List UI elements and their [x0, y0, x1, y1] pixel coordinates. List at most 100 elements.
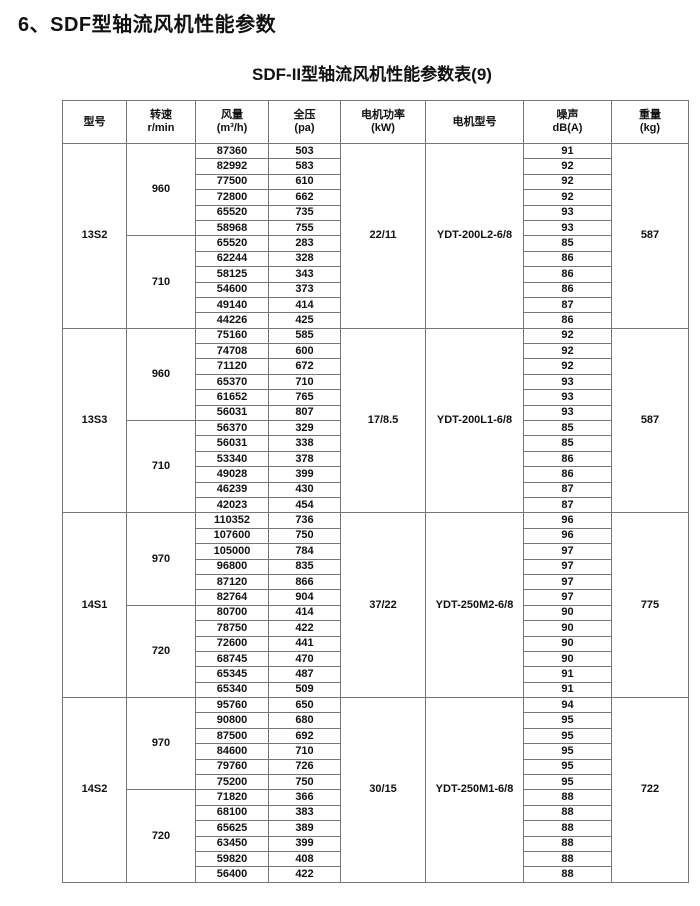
airflow-cell: 77500: [195, 173, 269, 191]
pressure-cell: 283: [268, 235, 341, 252]
noise-cell: 88: [523, 820, 612, 837]
table-row: 13S3 960 75160 585 17/8.5 YDT-200L1-6/8 92 587: [62, 327, 689, 514]
noise-cell: 87: [523, 496, 612, 514]
pressure-cell: 470: [268, 650, 341, 668]
airflow-cell: 59820: [195, 850, 269, 868]
airflow-cell: 56370: [195, 420, 269, 437]
noise-cell: 93: [523, 219, 612, 237]
noise-cell: 90: [523, 620, 612, 637]
header-unit: r/min: [147, 122, 175, 134]
pressure-cell: 422: [268, 866, 341, 883]
airflow-cell: 71120: [195, 358, 269, 375]
pressure-cell: 904: [268, 589, 341, 606]
airflow-cell: 75160: [195, 327, 269, 345]
noise-cell: 88: [523, 789, 612, 806]
model-cell: 13S2: [62, 143, 127, 329]
noise-cell: 92: [523, 189, 612, 206]
header-speed: 转速 r/min: [126, 100, 196, 144]
noise-cell: 90: [523, 650, 612, 668]
pressure-cell: 736: [268, 512, 341, 529]
noise-cell: 86: [523, 450, 612, 468]
pressure-cell: 765: [268, 389, 341, 406]
motor-power-cell: 30/15: [340, 697, 426, 883]
airflow-cell: 105000: [195, 543, 269, 560]
motor-power-cell: 22/11: [340, 143, 426, 329]
table-row: 65340 509 91: [63, 681, 689, 699]
noise-cell: 92: [523, 327, 612, 345]
pressure-cell: 662: [268, 189, 341, 206]
noise-cell: 87: [523, 481, 612, 498]
pressure-cell: 430: [268, 481, 341, 498]
table-row: 78750 422 90: [63, 620, 689, 637]
noise-cell: 87: [523, 296, 612, 314]
table-row: 54600 373 86: [63, 281, 689, 298]
noise-cell: 91: [523, 681, 612, 699]
header-weight: 重量 (kg): [611, 100, 689, 144]
airflow-cell: 84600: [195, 743, 269, 760]
noise-cell: 95: [523, 743, 612, 760]
pressure-cell: 366: [268, 789, 341, 806]
speed-cell: 970: [126, 512, 196, 606]
pressure-cell: 835: [268, 558, 341, 575]
noise-cell: 96: [523, 527, 612, 545]
table-row: 61652 765 93: [63, 389, 689, 406]
airflow-cell: 65625: [195, 820, 269, 837]
section-heading: 6、SDF型轴流风机性能参数: [18, 14, 277, 36]
airflow-cell: 56031: [195, 404, 269, 422]
speed-cell: 710: [126, 420, 196, 514]
airflow-cell: 65345: [195, 666, 269, 683]
noise-cell: 85: [523, 435, 612, 452]
pressure-cell: 807: [268, 404, 341, 422]
airflow-cell: 87120: [195, 573, 269, 591]
pressure-cell: 373: [268, 281, 341, 298]
noise-cell: 86: [523, 281, 612, 298]
weight-cell: 587: [611, 143, 689, 329]
pressure-cell: 425: [268, 312, 341, 329]
motor-model-cell: YDT-200L1-6/8: [425, 327, 524, 514]
pressure-cell: 389: [268, 820, 341, 837]
motor-model-cell: YDT-200L2-6/8: [425, 143, 524, 329]
weight-cell: 775: [611, 512, 689, 699]
airflow-cell: 58125: [195, 266, 269, 283]
airflow-cell: 90800: [195, 712, 269, 729]
table-row: 710 56370 329 85: [63, 420, 689, 514]
table-row: 63450 399 88: [63, 835, 689, 852]
noise-cell: 95: [523, 774, 612, 791]
header-unit: (kW): [371, 122, 395, 134]
table-row: 53340 378 86: [63, 450, 689, 468]
pressure-cell: 692: [268, 727, 341, 745]
model-cell: 14S2: [62, 697, 127, 883]
speed-cell: 720: [126, 789, 196, 883]
pressure-cell: 610: [268, 173, 341, 191]
table-row: 58968 755 93: [63, 219, 689, 237]
noise-cell: 97: [523, 589, 612, 606]
airflow-cell: 107600: [195, 527, 269, 545]
noise-cell: 95: [523, 727, 612, 745]
table-row: 44226 425 86: [63, 312, 689, 329]
airflow-cell: 65340: [195, 681, 269, 699]
airflow-cell: 79760: [195, 758, 269, 776]
noise-cell: 97: [523, 543, 612, 560]
pressure-cell: 408: [268, 850, 341, 868]
header-unit: (kg): [639, 122, 661, 134]
header-unit: dB(A): [552, 122, 583, 134]
noise-cell: 93: [523, 389, 612, 406]
airflow-cell: 87360: [195, 142, 269, 160]
pressure-cell: 399: [268, 466, 341, 483]
header-noise: 噪声 dB(A): [523, 100, 612, 144]
table-row: 90800 680 95: [63, 712, 689, 729]
airflow-cell: 82764: [195, 589, 269, 606]
pressure-cell: 414: [268, 604, 341, 622]
airflow-cell: 44226: [195, 312, 269, 329]
table-row: 62244 328 86: [63, 250, 689, 268]
header-label: 噪声: [556, 109, 579, 121]
airflow-cell: 72800: [195, 189, 269, 206]
airflow-cell: 49140: [195, 296, 269, 314]
motor-power-cell: 37/22: [340, 512, 426, 699]
noise-cell: 92: [523, 158, 612, 175]
table-row: 74708 600 92: [63, 343, 689, 360]
airflow-cell: 54600: [195, 281, 269, 298]
pressure-cell: 414: [268, 296, 341, 314]
pressure-cell: 680: [268, 712, 341, 729]
performance-table: 型号 转速 r/min 风量 (m³/h) 全压 (pa) 电机功率 (kW) 电机型号 噪声 dB(…: [62, 100, 689, 883]
